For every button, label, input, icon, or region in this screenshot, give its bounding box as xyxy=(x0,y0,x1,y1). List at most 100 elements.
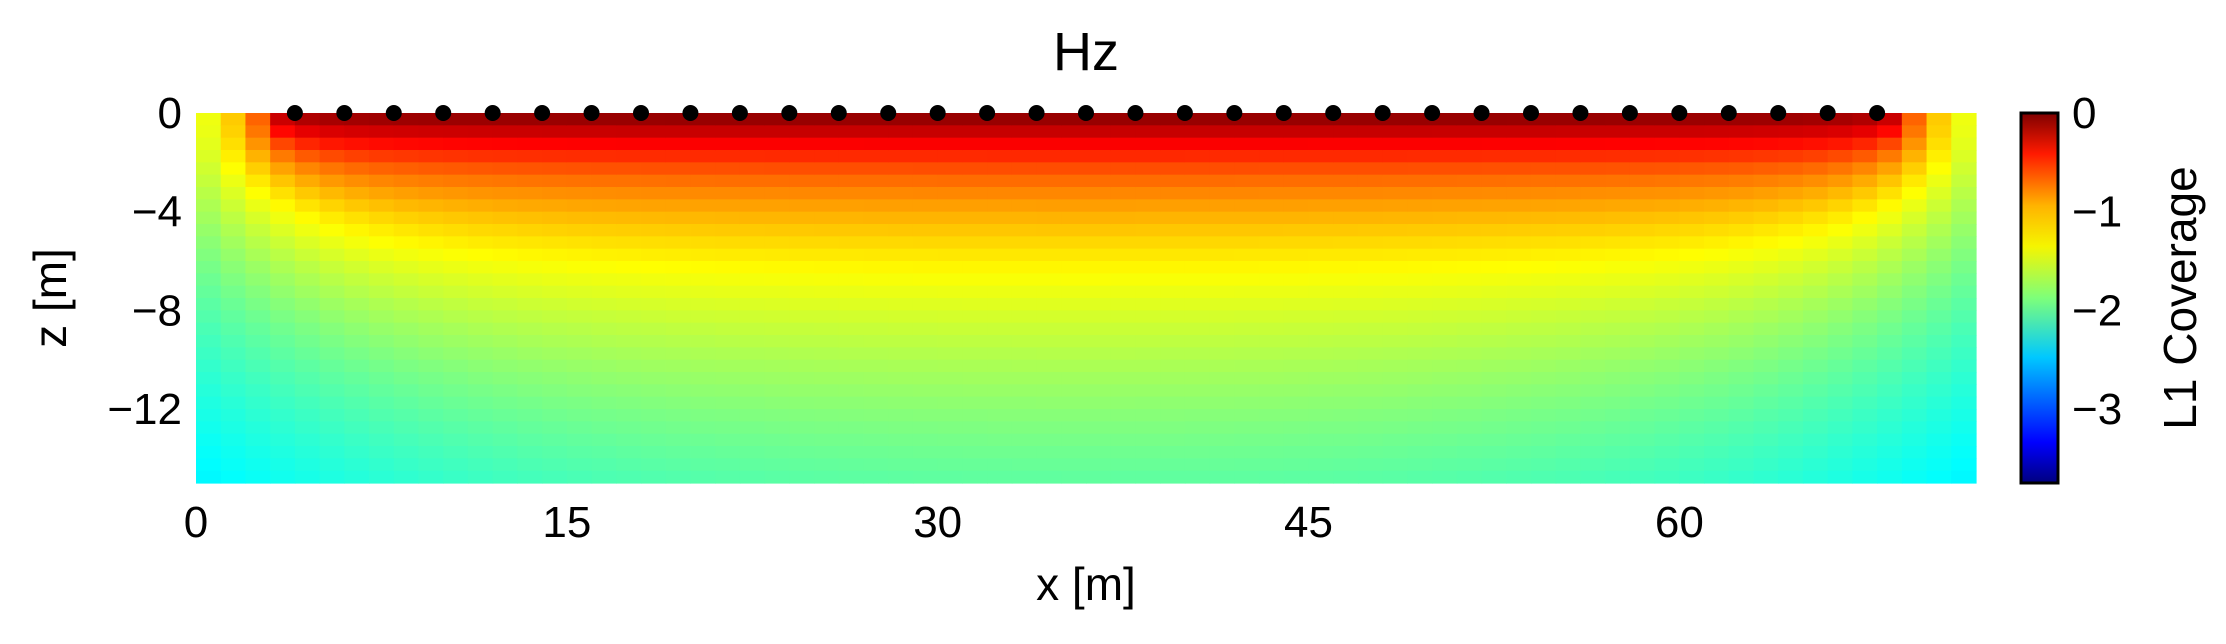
heat-cell xyxy=(1555,199,1582,213)
heat-cell xyxy=(665,174,692,188)
heat-cell xyxy=(1951,446,1977,459)
heat-cell xyxy=(665,298,692,311)
heat-cell xyxy=(1110,470,1137,484)
heat-cell xyxy=(912,298,939,311)
heat-cell xyxy=(715,224,741,237)
heat-cell xyxy=(1704,248,1730,262)
heat-cell xyxy=(838,224,865,237)
heat-cell xyxy=(1827,470,1853,484)
heat-cell xyxy=(1209,347,1235,361)
heat-cell xyxy=(1506,125,1532,139)
heat-cell xyxy=(1704,359,1730,373)
heat-cell xyxy=(1753,310,1779,324)
heat-cell xyxy=(443,335,469,348)
heat-cell xyxy=(1481,298,1507,311)
heat-cell xyxy=(1555,446,1582,459)
heat-cell xyxy=(1531,273,1557,287)
heat-cell xyxy=(1456,285,1483,299)
heat-cell xyxy=(789,211,815,225)
heat-cell xyxy=(467,335,494,348)
heat-cell xyxy=(220,113,247,126)
heat-cell xyxy=(1234,137,1260,151)
heat-cell xyxy=(789,273,815,287)
heat-cell xyxy=(1827,187,1853,200)
heat-cell xyxy=(1679,224,1705,237)
heat-cell xyxy=(319,273,345,287)
heat-cell xyxy=(814,322,840,336)
heat-cell xyxy=(789,137,815,151)
heat-cell xyxy=(912,396,939,410)
heat-cell xyxy=(319,174,345,188)
heat-cell xyxy=(1110,125,1137,139)
heat-cell xyxy=(220,433,247,447)
heat-cell xyxy=(1481,409,1507,422)
heat-cell xyxy=(1827,396,1853,410)
heat-cell xyxy=(1901,335,1928,348)
heat-cell xyxy=(814,273,840,287)
heat-cell xyxy=(1209,298,1235,311)
heat-cell xyxy=(641,187,667,200)
heat-cell xyxy=(937,384,963,398)
heat-cell xyxy=(1531,372,1557,385)
heat-cell xyxy=(1481,433,1507,447)
heat-cell xyxy=(1531,310,1557,324)
heat-cell xyxy=(912,470,939,484)
heat-cell xyxy=(1036,421,1062,435)
heat-cell xyxy=(542,248,568,262)
heat-cell xyxy=(393,174,420,188)
heat-cell xyxy=(665,322,692,336)
heat-cell xyxy=(1086,347,1112,361)
heat-cell xyxy=(1951,150,1977,163)
colorbar-label: L1 Coverage xyxy=(2154,166,2206,429)
heat-cell xyxy=(196,347,222,361)
heat-cell xyxy=(1852,470,1878,484)
heat-cell xyxy=(418,446,444,459)
heat-cell xyxy=(962,310,988,324)
heat-cell xyxy=(1951,409,1977,422)
heat-cell xyxy=(591,273,617,287)
heat-cell xyxy=(739,137,766,151)
heat-cell xyxy=(418,125,444,139)
heat-cell xyxy=(1679,285,1705,299)
heat-cell xyxy=(319,310,345,324)
heat-cell xyxy=(418,359,444,373)
heat-cell xyxy=(616,273,642,287)
station-marker xyxy=(435,105,452,121)
heat-cell xyxy=(987,310,1013,324)
heat-cell xyxy=(764,384,790,398)
heat-cell xyxy=(1629,470,1656,484)
heat-cell xyxy=(591,137,617,151)
heat-cell xyxy=(1778,446,1804,459)
heat-cell xyxy=(220,211,247,225)
heat-cell xyxy=(245,421,271,435)
heat-cell xyxy=(937,162,963,176)
heat-cell xyxy=(1135,433,1161,447)
heat-cell xyxy=(1778,199,1804,213)
heat-cell xyxy=(1407,162,1433,176)
heat-cell xyxy=(1110,224,1137,237)
heat-cell xyxy=(245,446,271,459)
heat-cell xyxy=(1036,174,1062,188)
heat-cell xyxy=(492,470,518,484)
heat-cell xyxy=(1382,298,1408,311)
heat-cell xyxy=(789,285,815,299)
heat-cell xyxy=(369,470,395,484)
heat-cell xyxy=(912,322,939,336)
heat-cell xyxy=(1852,211,1878,225)
heat-cell xyxy=(245,322,271,336)
heat-cell xyxy=(393,236,420,250)
heat-cell xyxy=(1901,125,1928,139)
heat-cell xyxy=(319,137,345,151)
heat-cell xyxy=(863,335,889,348)
heat-cell xyxy=(665,446,692,459)
heat-cell xyxy=(739,285,766,299)
heat-cell xyxy=(838,273,865,287)
heat-cell xyxy=(1382,125,1408,139)
heat-cell xyxy=(1011,199,1038,213)
heat-cell xyxy=(715,458,741,472)
heat-cell xyxy=(1506,187,1532,200)
heat-cell xyxy=(1086,162,1112,176)
heat-cell xyxy=(1704,347,1730,361)
heat-cell xyxy=(1654,174,1680,188)
heat-cell xyxy=(1802,433,1829,447)
